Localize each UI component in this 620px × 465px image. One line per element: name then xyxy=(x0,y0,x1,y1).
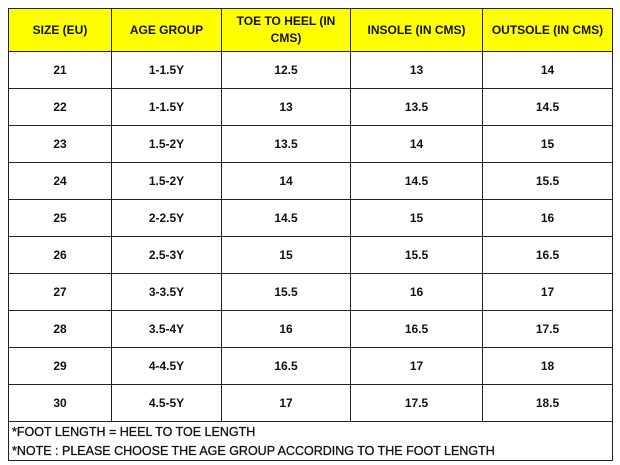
table-cell: 18.5 xyxy=(482,384,613,422)
table-cell: 16.5 xyxy=(482,236,613,274)
header-row: SIZE (EU) AGE GROUP TOE TO HEEL (IN CMS) IN… xyxy=(8,8,613,52)
header-cell: INSOLE (IN CMS) xyxy=(350,8,483,52)
table-cell: 1.5-2Y xyxy=(111,162,222,200)
table-cell: 28 xyxy=(8,310,112,348)
table-cell: 1-1.5Y xyxy=(111,88,222,126)
table-row: 30 4.5-5Y 17 17.5 18.5 xyxy=(8,384,613,422)
header-cell: AGE GROUP xyxy=(111,8,222,52)
table-cell: 17 xyxy=(350,347,483,385)
table-cell: 4.5-5Y xyxy=(111,384,222,422)
table-cell: 2-2.5Y xyxy=(111,199,222,237)
table-cell: 4-4.5Y xyxy=(111,347,222,385)
table-row: 21 1-1.5Y 12.5 13 14 xyxy=(8,51,613,89)
table-cell: 17 xyxy=(482,273,613,311)
table-cell: 2.5-3Y xyxy=(111,236,222,274)
table-row: 28 3.5-4Y 16 16.5 17.5 xyxy=(8,310,613,348)
table-cell: 3-3.5Y xyxy=(111,273,222,311)
note-row: *FOOT LENGTH = HEEL TO TOE LENGTH xyxy=(8,421,613,441)
table-cell: 24 xyxy=(8,162,112,200)
table-cell: 16.5 xyxy=(221,347,351,385)
table-cell: 17 xyxy=(221,384,351,422)
header-cell: OUTSOLE (IN CMS) xyxy=(482,8,613,52)
table-cell: 23 xyxy=(8,125,112,163)
table-body: 21 1-1.5Y 12.5 13 14 22 1-1.5Y 13 13.5 14.5 23 1.5-… xyxy=(8,51,613,461)
table-cell: 14 xyxy=(221,162,351,200)
table-cell: 13 xyxy=(350,51,483,89)
table-row: 26 2.5-3Y 15 15.5 16.5 xyxy=(8,236,613,274)
table-cell: 22 xyxy=(8,88,112,126)
table-cell: 26 xyxy=(8,236,112,274)
table-cell: 14 xyxy=(482,51,613,89)
table-cell: 16 xyxy=(350,273,483,311)
table-cell: 14.5 xyxy=(482,88,613,126)
table-cell: 16.5 xyxy=(350,310,483,348)
table-row: 29 4-4.5Y 16.5 17 18 xyxy=(8,347,613,385)
note-row: *NOTE : PLEASE CHOOSE THE AGE GROUP ACCO… xyxy=(8,441,613,461)
table-cell: 18 xyxy=(482,347,613,385)
table-cell: 15 xyxy=(221,236,351,274)
table-row: 24 1.5-2Y 14 14.5 15.5 xyxy=(8,162,613,200)
table-cell: 17.5 xyxy=(482,310,613,348)
table-row: 23 1.5-2Y 13.5 14 15 xyxy=(8,125,613,163)
table-cell: 3.5-4Y xyxy=(111,310,222,348)
table-cell: 13.5 xyxy=(221,125,351,163)
table-cell: 15 xyxy=(350,199,483,237)
table-cell: 16 xyxy=(482,199,613,237)
table-cell: 17.5 xyxy=(350,384,483,422)
table-cell: 29 xyxy=(8,347,112,385)
table-cell: 1-1.5Y xyxy=(111,51,222,89)
note: *NOTE : PLEASE CHOOSE THE AGE GROUP ACCO… xyxy=(8,441,613,461)
table-cell: 13.5 xyxy=(350,88,483,126)
table-cell: 12.5 xyxy=(221,51,351,89)
table-cell: 25 xyxy=(8,199,112,237)
table-cell: 21 xyxy=(8,51,112,89)
table-cell: 15 xyxy=(482,125,613,163)
header-cell: TOE TO HEEL (IN CMS) xyxy=(221,8,351,52)
table-cell: 13 xyxy=(221,88,351,126)
table-row: 22 1-1.5Y 13 13.5 14.5 xyxy=(8,88,613,126)
table-cell: 15.5 xyxy=(350,236,483,274)
size-chart: SIZE (EU) AGE GROUP TOE TO HEEL (IN CMS) IN… xyxy=(8,8,613,461)
table-cell: 14.5 xyxy=(350,162,483,200)
header-cell: SIZE (EU) xyxy=(8,8,112,52)
table-cell: 15.5 xyxy=(221,273,351,311)
table-cell: 27 xyxy=(8,273,112,311)
table-cell: 15.5 xyxy=(482,162,613,200)
table-cell: 14.5 xyxy=(221,199,351,237)
table-cell: 1.5-2Y xyxy=(111,125,222,163)
table-cell: 14 xyxy=(350,125,483,163)
table-cell: 30 xyxy=(8,384,112,422)
note: *FOOT LENGTH = HEEL TO TOE LENGTH xyxy=(8,421,613,441)
table-row: 27 3-3.5Y 15.5 16 17 xyxy=(8,273,613,311)
table-cell: 16 xyxy=(221,310,351,348)
table-row: 25 2-2.5Y 14.5 15 16 xyxy=(8,199,613,237)
